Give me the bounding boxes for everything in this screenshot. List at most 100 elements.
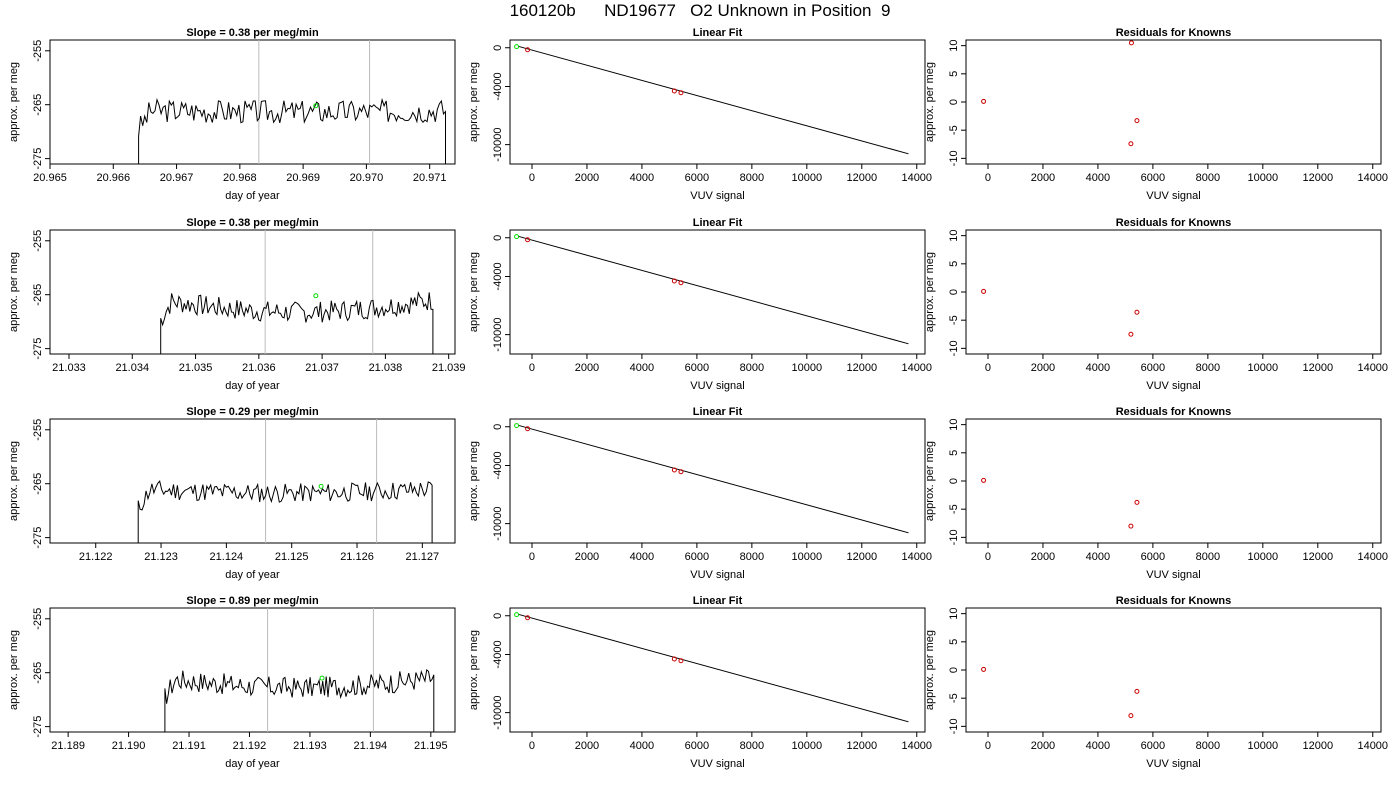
x-tick-label: 8000 xyxy=(1196,362,1220,374)
x-tick-label: 21.037 xyxy=(305,362,339,374)
x-tick-label: 8000 xyxy=(1196,172,1220,184)
y-tick-label: -275 xyxy=(32,148,44,170)
x-tick-label: 21.190 xyxy=(112,740,146,752)
y-tick-label: -265 xyxy=(32,284,44,306)
x-tick-label: 21.039 xyxy=(432,362,466,374)
x-tick-label: 6000 xyxy=(685,740,709,752)
x-axis-label: day of year xyxy=(225,380,280,392)
y-tick-label: -265 xyxy=(32,662,44,684)
x-axis-label: day of year xyxy=(225,569,280,581)
y-tick-label: -10000 xyxy=(492,317,504,351)
x-tick-label: 2000 xyxy=(1031,172,1055,184)
plot-frame xyxy=(509,418,926,544)
x-tick-label: 21.191 xyxy=(172,740,206,752)
x-tick-label: 12000 xyxy=(846,362,877,374)
plot-area xyxy=(160,230,434,354)
y-tick-label: 5 xyxy=(948,639,960,645)
unknown-point xyxy=(514,423,520,429)
plot-area xyxy=(981,666,1140,719)
y-tick-label: -5 xyxy=(948,315,960,325)
x-tick-label: 21.038 xyxy=(369,362,403,374)
data-point xyxy=(981,477,987,483)
panel-2-1: Slope = 0.38 per meg/min 21.033 21.034 21.0… xyxy=(8,217,466,392)
data-point xyxy=(1128,523,1134,529)
y-tick-label: -4000 xyxy=(492,451,504,479)
y-axis-label: approx. per meg xyxy=(924,252,936,332)
data-point xyxy=(1134,499,1140,505)
data-point xyxy=(1134,688,1140,694)
panel-title: Residuals for Knowns xyxy=(1116,595,1232,607)
x-axis-label: VUV signal xyxy=(690,190,744,202)
y-tick-label: -4000 xyxy=(492,262,504,290)
x-tick-label: 14000 xyxy=(901,740,932,752)
fit-line xyxy=(518,424,909,534)
x-tick-label: 0 xyxy=(985,740,991,752)
panel-2-2: Linear Fit 0 2000 4000 6000 8000 10000 12000 140… xyxy=(468,217,932,392)
x-tick-label: 10000 xyxy=(1248,362,1279,374)
x-tick-label: 0 xyxy=(529,362,535,374)
plot-frame xyxy=(509,39,926,165)
x-tick-label: 4000 xyxy=(1086,362,1110,374)
y-tick-label: 0 xyxy=(948,478,960,484)
panel-title: Residuals for Knowns xyxy=(1116,217,1232,229)
x-axis-label: day of year xyxy=(225,190,280,202)
x-tick-label: 0 xyxy=(529,740,535,752)
x-tick-label: 21.193 xyxy=(293,740,327,752)
unknown-point xyxy=(514,44,520,50)
y-tick-label: -5 xyxy=(948,504,960,514)
x-tick-label: 20.967 xyxy=(160,172,194,184)
unknown-point xyxy=(514,234,520,240)
x-tick-label: 2000 xyxy=(1031,740,1055,752)
x-tick-label: 21.034 xyxy=(115,362,149,374)
plot-frame xyxy=(965,418,1382,544)
y-tick-label: -255 xyxy=(32,419,44,441)
x-tick-label: 14000 xyxy=(901,172,932,184)
data-point xyxy=(671,467,677,473)
y-tick-label: -275 xyxy=(32,716,44,738)
panel-4-1: Slope = 0.89 per meg/min 21.189 21.190 21.1… xyxy=(8,595,456,770)
x-tick-label: 21.194 xyxy=(354,740,388,752)
plot-frame xyxy=(965,607,1382,733)
unknown-point xyxy=(319,675,325,681)
x-tick-label: 0 xyxy=(985,551,991,563)
x-tick-label: 10000 xyxy=(792,740,823,752)
y-tick-label: 10 xyxy=(948,419,960,431)
x-tick-label: 6000 xyxy=(1141,551,1165,563)
x-axis-label: day of year xyxy=(225,758,280,770)
fit-line xyxy=(518,45,909,155)
y-tick-label: 5 xyxy=(948,450,960,456)
y-axis-label: approx. per meg xyxy=(8,252,20,332)
panel-title: Slope = 0.38 per meg/min xyxy=(186,217,319,229)
y-tick-label: -10000 xyxy=(492,506,504,540)
x-tick-label: 8000 xyxy=(740,362,764,374)
plot-frame xyxy=(49,418,456,544)
series-trace xyxy=(138,97,446,164)
data-point xyxy=(678,658,684,664)
data-point xyxy=(671,278,677,284)
x-tick-label: 4000 xyxy=(1086,172,1110,184)
plot-frame xyxy=(49,39,456,165)
data-point xyxy=(525,47,531,53)
y-tick-label: -10 xyxy=(948,340,960,356)
y-tick-label: -255 xyxy=(32,230,44,252)
x-tick-label: 2000 xyxy=(1031,551,1055,563)
x-tick-label: 21.189 xyxy=(51,740,85,752)
x-tick-label: 0 xyxy=(529,172,535,184)
x-tick-label: 21.122 xyxy=(79,551,113,563)
panel-title: Linear Fit xyxy=(693,406,743,418)
plot-frame xyxy=(49,607,456,733)
panel-3-1: Slope = 0.29 per meg/min 21.122 21.123 21.1… xyxy=(8,406,456,581)
plot-frame xyxy=(49,229,456,355)
x-tick-label: 21.195 xyxy=(414,740,448,752)
y-axis-label: approx. per meg xyxy=(468,630,480,710)
y-tick-label: -10 xyxy=(948,150,960,166)
panel-title: Residuals for Knowns xyxy=(1116,27,1232,39)
x-tick-label: 2000 xyxy=(575,362,599,374)
unknown-point xyxy=(514,612,520,618)
x-tick-label: 20.965 xyxy=(33,172,67,184)
panel-title: Slope = 0.29 per meg/min xyxy=(186,406,319,418)
x-tick-label: 0 xyxy=(985,362,991,374)
x-tick-label: 21.033 xyxy=(52,362,86,374)
y-tick-label: 0 xyxy=(948,289,960,295)
unknown-point xyxy=(313,293,319,299)
